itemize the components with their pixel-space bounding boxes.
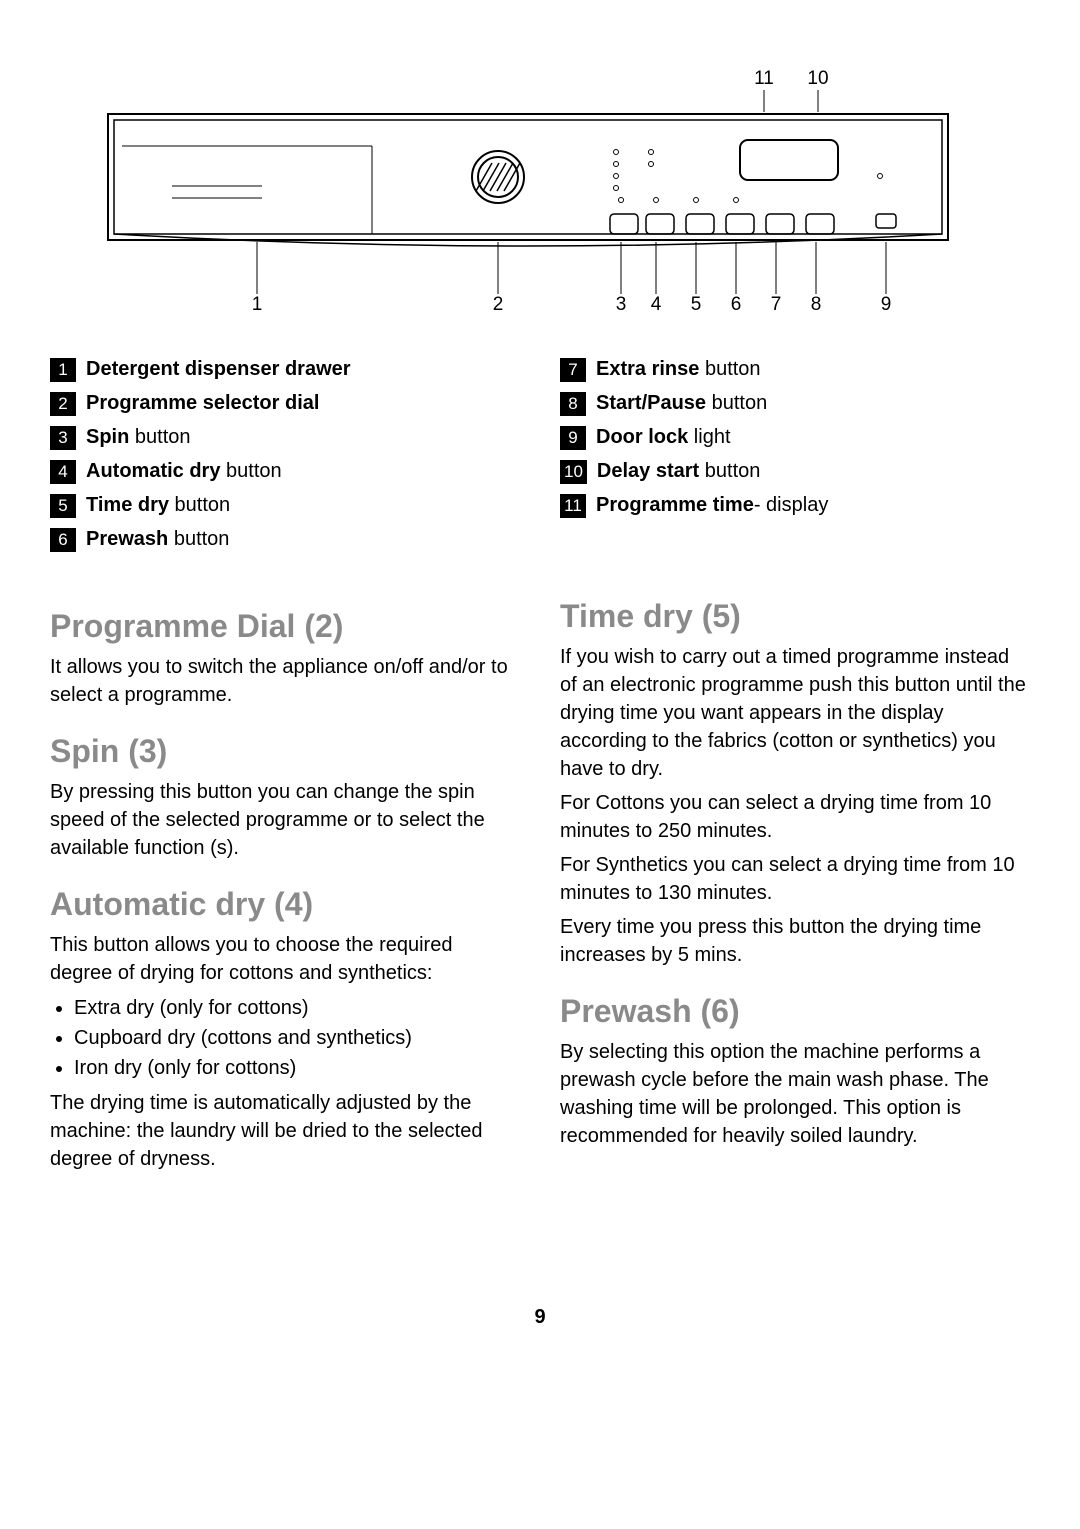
legend-num: 11 [560,494,586,518]
svg-text:5: 5 [691,294,702,315]
legend-text: Start/Pause button [596,388,767,418]
bullet-list: Extra dry (only for cottons)Cupboard dry… [50,993,520,1083]
legend-item: 8 Start/Pause button [560,388,1030,418]
svg-text:11: 11 [754,68,774,89]
svg-text:3: 3 [616,294,627,315]
paragraph: Every time you press this button the dry… [560,913,1030,969]
legend-item: 2 Programme selector dial [50,388,520,418]
paragraph: The drying time is automatically adjuste… [50,1089,520,1173]
legend-item: 9 Door lock light [560,422,1030,452]
legend-text: Detergent dispenser drawer [86,354,351,384]
legend-text: Extra rinse button [596,354,761,384]
section: Automatic dry (4) This button allows you … [50,886,520,1173]
legend-num: 1 [50,358,76,382]
legend-text: Automatic dry button [86,456,282,486]
legend-text: Time dry button [86,490,230,520]
legend-item: 7 Extra rinse button [560,354,1030,384]
svg-text:6: 6 [731,294,742,315]
bullet-item: Cupboard dry (cottons and synthetics) [74,1023,520,1053]
svg-text:8: 8 [811,294,822,315]
legend-num: 7 [560,358,586,382]
bullet-item: Extra dry (only for cottons) [74,993,520,1023]
section-heading: Programme Dial (2) [50,608,520,645]
svg-text:9: 9 [881,294,892,315]
legend-text: Spin button [86,422,191,452]
paragraph: This button allows you to choose the req… [50,931,520,987]
legend-num: 6 [50,528,76,552]
legend-num: 3 [50,426,76,450]
section: Programme Dial (2) It allows you to switc… [50,608,520,709]
legend-text: Prewash button [86,524,229,554]
body-columns: Programme Dial (2) It allows you to switc… [50,598,1030,1186]
legend-text: Door lock light [596,422,731,452]
section-heading: Automatic dry (4) [50,886,520,923]
legend-num: 8 [560,392,586,416]
legend-item: 11 Programme time- display [560,490,1030,520]
legend-num: 4 [50,460,76,484]
svg-text:1: 1 [252,294,263,315]
legend-item: 10 Delay start button [560,456,1030,486]
svg-text:7: 7 [771,294,782,315]
paragraph: If you wish to carry out a timed program… [560,643,1030,783]
paragraph: By selecting this option the machine per… [560,1038,1030,1150]
legend-item: 3 Spin button [50,422,520,452]
diagram-svg: 1 2 3 4 5 6 7 8 9 11 10 [50,60,1010,340]
section: Prewash (6) By selecting this option the … [560,993,1030,1150]
legend-item: 6 Prewash button [50,524,520,554]
legend-text: Delay start button [597,456,760,486]
svg-text:10: 10 [807,68,828,89]
section-heading: Time dry (5) [560,598,1030,635]
section-heading: Prewash (6) [560,993,1030,1030]
legend-item: 4 Automatic dry button [50,456,520,486]
paragraph: For Cottons you can select a drying time… [560,789,1030,845]
legend-num: 5 [50,494,76,518]
section: Spin (3) By pressing this button you can … [50,733,520,862]
legend-item: 5 Time dry button [50,490,520,520]
bullet-item: Iron dry (only for cottons) [74,1053,520,1083]
legend-item: 1 Detergent dispenser drawer [50,354,520,384]
legend-col-left: 1 Detergent dispenser drawer 2 Programme se… [50,350,520,558]
legend-num: 9 [560,426,586,450]
legend: 1 Detergent dispenser drawer 2 Programme se… [50,350,1030,558]
legend-text: Programme time- display [596,490,828,520]
section: Time dry (5) If you wish to carry out a t… [560,598,1030,969]
svg-text:2: 2 [493,294,504,315]
legend-num: 10 [560,460,587,484]
paragraph: It allows you to switch the appliance on… [50,653,520,709]
legend-text: Programme selector dial [86,388,319,418]
legend-col-right: 7 Extra rinse button 8 Start/Pause button 9D… [560,350,1030,558]
control-panel-diagram: 1 2 3 4 5 6 7 8 9 11 10 [50,60,1030,340]
svg-text:4: 4 [651,294,662,315]
paragraph: By pressing this button you can change t… [50,778,520,862]
paragraph: For Synthetics you can select a drying t… [560,851,1030,907]
section-heading: Spin (3) [50,733,520,770]
page-number: 9 [50,1306,1030,1329]
legend-num: 2 [50,392,76,416]
